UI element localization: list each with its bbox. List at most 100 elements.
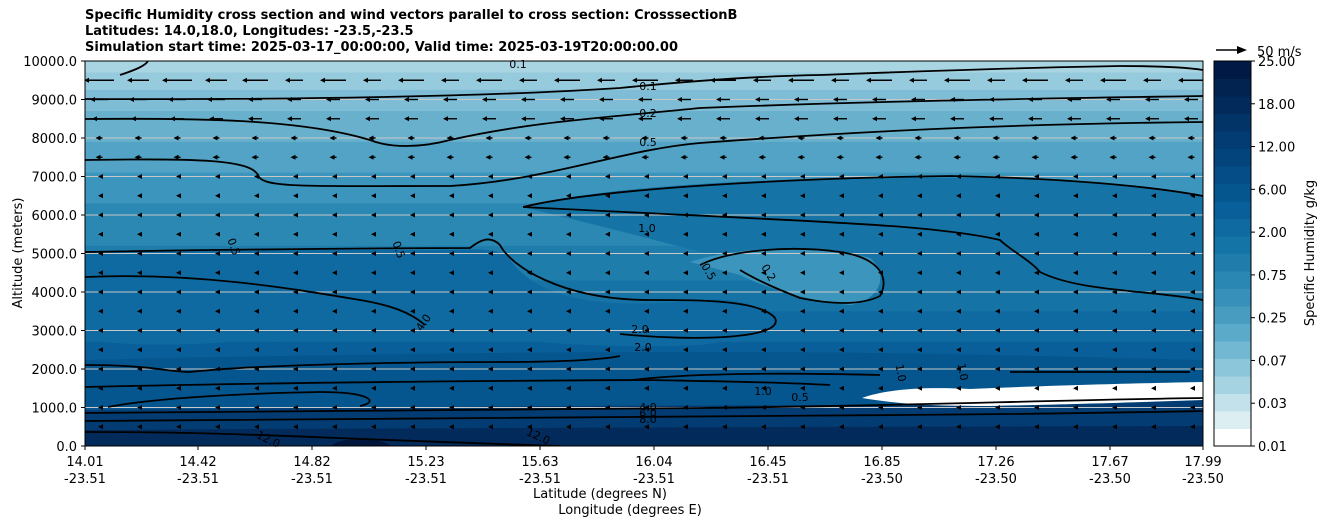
wind-arrow-head <box>917 231 922 237</box>
wind-arrow-head <box>605 385 610 391</box>
contour-line <box>522 206 1203 301</box>
wind-arrow-head <box>800 424 805 430</box>
wind-arrow-head <box>917 347 922 353</box>
wind-arrow-head <box>332 251 337 256</box>
wind-arrow-head <box>293 405 298 410</box>
wind-arrow-head <box>917 385 922 391</box>
wind-arrow-head <box>761 251 766 256</box>
contour-label: 0.5 <box>639 136 657 149</box>
wind-arrow-head <box>488 193 493 199</box>
wind-arrow-head <box>722 193 727 199</box>
wind-arrow-head <box>527 405 532 410</box>
colorbar-segment <box>1214 113 1251 132</box>
wind-arrow-head <box>332 308 337 314</box>
wind-arrow-head <box>995 405 1000 410</box>
wind-arrow-head <box>800 385 805 391</box>
wind-arrow-head <box>368 135 374 141</box>
wind-arrow-head <box>137 405 142 410</box>
wind-arrow-head <box>293 308 298 314</box>
wind-arrow-head <box>410 405 415 410</box>
wind-arrow-head <box>293 193 298 199</box>
wind-arrow-head <box>1151 347 1156 353</box>
wind-arrow-head <box>602 135 608 141</box>
y-tick-label: 6000.0 <box>32 209 78 224</box>
wind-arrow-head <box>831 77 836 83</box>
wind-arrow-head <box>1034 424 1039 430</box>
wind-arrow-head <box>1112 424 1117 430</box>
contour-label: 4.0 <box>639 401 657 414</box>
wind-arrow-head <box>332 193 337 199</box>
wind-arrow-head <box>1073 366 1078 372</box>
wind-arrow-head <box>332 289 337 295</box>
wind-arrow-head <box>683 270 688 276</box>
wind-arrow-head <box>1151 193 1156 199</box>
wind-arrow-head <box>605 405 610 410</box>
wind-arrow-head <box>878 328 883 333</box>
wind-arrow-head <box>878 174 883 179</box>
wind-arrow-head <box>753 77 758 83</box>
wind-arrow-head <box>683 385 688 391</box>
wind-arrow-head <box>488 231 493 237</box>
wind-arrow-head <box>332 270 337 276</box>
wind-arrow-head <box>1109 135 1115 141</box>
x-tick-label-lat: 17.99 <box>1184 455 1221 470</box>
wind-arrow-head <box>449 289 454 295</box>
wind-arrow-head <box>722 270 727 276</box>
wind-arrow-head <box>98 212 103 218</box>
colorbar-segment <box>1214 218 1251 237</box>
y-axis: 0.0 1000.0 2000.0 3000.0 4000.0 5000.0 6000.0 7… <box>23 55 85 455</box>
wind-arrow-head <box>683 424 688 430</box>
wind-arrow-head <box>488 405 493 410</box>
wind-arrow-head <box>332 174 337 179</box>
wind-arrow-head <box>365 116 370 122</box>
wind-arrow-head <box>839 308 844 314</box>
wind-arrow-head <box>215 193 220 199</box>
wind-arrow-head <box>527 424 532 430</box>
wind-arrow-head <box>254 366 259 372</box>
wind-arrow-head <box>176 174 181 179</box>
wind-arrow-head <box>1178 77 1183 83</box>
wind-arrow-head <box>137 385 142 391</box>
wind-arrow-head <box>956 366 961 372</box>
colorbar-segment <box>1214 341 1251 359</box>
wind-arrow-head <box>1151 385 1156 391</box>
wind-arrow-head <box>205 77 210 83</box>
wind-arrow-head <box>129 97 134 102</box>
wind-arrow-head <box>644 308 649 314</box>
wind-arrow-head <box>287 116 292 122</box>
colorbar-tick-label: 0.03 <box>1258 397 1287 412</box>
wind-arrow-head <box>995 193 1000 199</box>
wind-arrow-head <box>716 116 721 122</box>
wind-arrow-head <box>800 366 805 372</box>
wind-arrow-head <box>98 308 103 314</box>
wind-arrow-head <box>137 251 142 256</box>
wind-arrow-head <box>599 116 604 122</box>
wind-arrow-head <box>878 385 883 391</box>
wind-arrow-head <box>839 270 844 276</box>
wind-arrow-head <box>98 405 103 410</box>
wind-arrow-head <box>956 231 961 237</box>
wind-arrow-head <box>710 77 715 83</box>
colorbar-segment <box>1214 166 1251 184</box>
wind-arrow-head <box>1034 308 1039 314</box>
wind-arrow-head <box>716 97 721 102</box>
wind-arrow-head <box>1067 97 1072 102</box>
contour-label: 0.5 <box>389 239 407 260</box>
wind-arrow-head <box>599 97 604 102</box>
wind-arrow-head <box>488 251 493 256</box>
wind-arrow-head <box>1034 289 1039 295</box>
wind-arrow-head <box>209 116 214 122</box>
wind-arrow-head <box>839 328 844 333</box>
wind-arrow-head <box>212 154 218 160</box>
colorbar-segment <box>1214 428 1251 447</box>
wind-arrow-head <box>917 212 922 218</box>
wind-arrow-head <box>1190 347 1195 353</box>
wind-arrow-head <box>566 405 571 410</box>
wind-arrow-head <box>1031 135 1037 141</box>
wind-arrow-head <box>956 212 961 218</box>
wind-arrow-head <box>1073 212 1078 218</box>
wind-arrow-head <box>410 212 415 218</box>
wind-arrow-head <box>1190 251 1195 256</box>
wind-arrow-head <box>794 116 799 122</box>
wind-arrow-head <box>761 231 766 237</box>
